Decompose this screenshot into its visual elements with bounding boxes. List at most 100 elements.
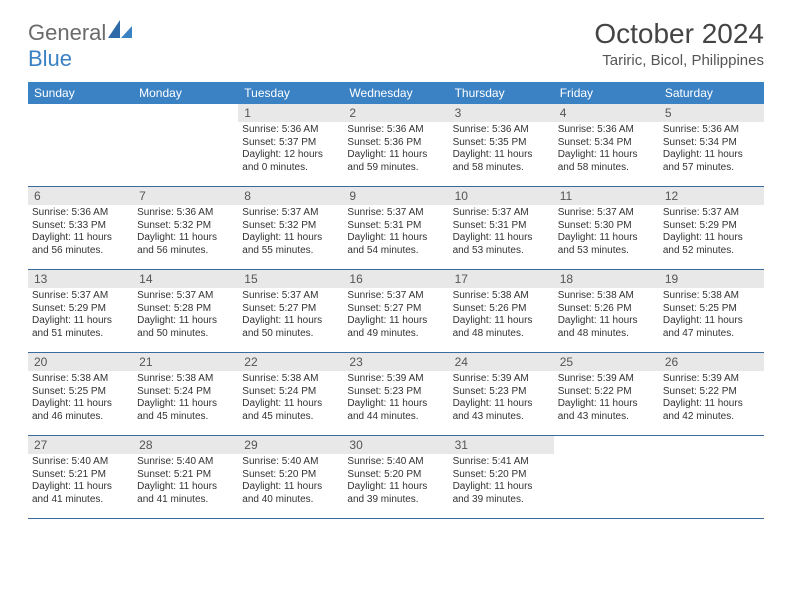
day-details: Sunrise: 5:37 AMSunset: 5:29 PMDaylight:… [28,288,133,344]
day-number: 18 [554,270,659,288]
day-cell: 21Sunrise: 5:38 AMSunset: 5:24 PMDayligh… [133,353,238,435]
sunset-text: Sunset: 5:22 PM [558,386,655,399]
sunrise-text: Sunrise: 5:37 AM [32,290,129,303]
logo-sail-icon [106,18,134,40]
day-header: Tuesday [238,82,343,104]
day-cell: 26Sunrise: 5:39 AMSunset: 5:22 PMDayligh… [659,353,764,435]
day-cell: 30Sunrise: 5:40 AMSunset: 5:20 PMDayligh… [343,436,448,518]
sunrise-text: Sunrise: 5:36 AM [32,207,129,220]
day-details: Sunrise: 5:36 AMSunset: 5:37 PMDaylight:… [238,122,343,178]
day-details: Sunrise: 5:41 AMSunset: 5:20 PMDaylight:… [449,454,554,510]
daylight-text: Daylight: 11 hours and 55 minutes. [242,232,339,257]
daylight-text: Daylight: 11 hours and 53 minutes. [558,232,655,257]
sunrise-text: Sunrise: 5:40 AM [347,456,444,469]
day-number: 23 [343,353,448,371]
day-number: 3 [449,104,554,122]
day-cell: .. [659,436,764,518]
day-cell: 17Sunrise: 5:38 AMSunset: 5:26 PMDayligh… [449,270,554,352]
daylight-text: Daylight: 11 hours and 41 minutes. [137,481,234,506]
sunrise-text: Sunrise: 5:41 AM [453,456,550,469]
daylight-text: Daylight: 11 hours and 50 minutes. [242,315,339,340]
sunrise-text: Sunrise: 5:36 AM [242,124,339,137]
sunset-text: Sunset: 5:26 PM [453,303,550,316]
day-number: 21 [133,353,238,371]
day-cell: 23Sunrise: 5:39 AMSunset: 5:23 PMDayligh… [343,353,448,435]
week-row: ....1Sunrise: 5:36 AMSunset: 5:37 PMDayl… [28,104,764,187]
day-details: Sunrise: 5:37 AMSunset: 5:30 PMDaylight:… [554,205,659,261]
sunrise-text: Sunrise: 5:37 AM [347,290,444,303]
sunrise-text: Sunrise: 5:38 AM [137,373,234,386]
day-cell: .. [133,104,238,186]
daylight-text: Daylight: 11 hours and 45 minutes. [242,398,339,423]
daylight-text: Daylight: 11 hours and 56 minutes. [32,232,129,257]
sunrise-text: Sunrise: 5:40 AM [32,456,129,469]
day-cell: 24Sunrise: 5:39 AMSunset: 5:23 PMDayligh… [449,353,554,435]
day-number: 1 [238,104,343,122]
sunrise-text: Sunrise: 5:37 AM [242,207,339,220]
sunrise-text: Sunrise: 5:38 AM [242,373,339,386]
sunrise-text: Sunrise: 5:37 AM [663,207,760,220]
sunset-text: Sunset: 5:27 PM [242,303,339,316]
sunset-text: Sunset: 5:26 PM [558,303,655,316]
day-details: Sunrise: 5:40 AMSunset: 5:21 PMDaylight:… [28,454,133,510]
day-cell: 6Sunrise: 5:36 AMSunset: 5:33 PMDaylight… [28,187,133,269]
day-details: Sunrise: 5:40 AMSunset: 5:20 PMDaylight:… [238,454,343,510]
day-cell: 5Sunrise: 5:36 AMSunset: 5:34 PMDaylight… [659,104,764,186]
day-cell: 1Sunrise: 5:36 AMSunset: 5:37 PMDaylight… [238,104,343,186]
sunrise-text: Sunrise: 5:37 AM [558,207,655,220]
daylight-text: Daylight: 12 hours and 0 minutes. [242,149,339,174]
day-cell: .. [28,104,133,186]
daylight-text: Daylight: 11 hours and 43 minutes. [558,398,655,423]
day-details: Sunrise: 5:38 AMSunset: 5:25 PMDaylight:… [28,371,133,427]
daylight-text: Daylight: 11 hours and 49 minutes. [347,315,444,340]
day-cell: 20Sunrise: 5:38 AMSunset: 5:25 PMDayligh… [28,353,133,435]
sunrise-text: Sunrise: 5:39 AM [453,373,550,386]
day-number: 2 [343,104,448,122]
day-header: Thursday [449,82,554,104]
sunset-text: Sunset: 5:23 PM [453,386,550,399]
day-details: Sunrise: 5:37 AMSunset: 5:31 PMDaylight:… [343,205,448,261]
day-number: 14 [133,270,238,288]
sunset-text: Sunset: 5:22 PM [663,386,760,399]
day-header: Friday [554,82,659,104]
sunset-text: Sunset: 5:24 PM [137,386,234,399]
day-details: Sunrise: 5:40 AMSunset: 5:20 PMDaylight:… [343,454,448,510]
day-cell: 10Sunrise: 5:37 AMSunset: 5:31 PMDayligh… [449,187,554,269]
day-details: Sunrise: 5:36 AMSunset: 5:34 PMDaylight:… [554,122,659,178]
sunrise-text: Sunrise: 5:36 AM [663,124,760,137]
day-number: 19 [659,270,764,288]
day-number: 15 [238,270,343,288]
day-cell: 13Sunrise: 5:37 AMSunset: 5:29 PMDayligh… [28,270,133,352]
day-details: Sunrise: 5:38 AMSunset: 5:25 PMDaylight:… [659,288,764,344]
sunrise-text: Sunrise: 5:36 AM [558,124,655,137]
daylight-text: Daylight: 11 hours and 51 minutes. [32,315,129,340]
sunset-text: Sunset: 5:20 PM [453,469,550,482]
day-number: 12 [659,187,764,205]
daylight-text: Daylight: 11 hours and 53 minutes. [453,232,550,257]
daylight-text: Daylight: 11 hours and 48 minutes. [453,315,550,340]
calendar: SundayMondayTuesdayWednesdayThursdayFrid… [28,82,764,519]
sunrise-text: Sunrise: 5:38 AM [663,290,760,303]
day-details: Sunrise: 5:36 AMSunset: 5:32 PMDaylight:… [133,205,238,261]
day-number: 7 [133,187,238,205]
daylight-text: Daylight: 11 hours and 40 minutes. [242,481,339,506]
daylight-text: Daylight: 11 hours and 47 minutes. [663,315,760,340]
day-details: Sunrise: 5:37 AMSunset: 5:29 PMDaylight:… [659,205,764,261]
daylight-text: Daylight: 11 hours and 50 minutes. [137,315,234,340]
daylight-text: Daylight: 11 hours and 58 minutes. [558,149,655,174]
daylight-text: Daylight: 11 hours and 48 minutes. [558,315,655,340]
daylight-text: Daylight: 11 hours and 52 minutes. [663,232,760,257]
day-header: Wednesday [343,82,448,104]
daylight-text: Daylight: 11 hours and 39 minutes. [453,481,550,506]
day-header: Saturday [659,82,764,104]
daylight-text: Daylight: 11 hours and 56 minutes. [137,232,234,257]
day-cell: 4Sunrise: 5:36 AMSunset: 5:34 PMDaylight… [554,104,659,186]
sunset-text: Sunset: 5:37 PM [242,137,339,150]
day-details: Sunrise: 5:40 AMSunset: 5:21 PMDaylight:… [133,454,238,510]
day-details: Sunrise: 5:38 AMSunset: 5:24 PMDaylight:… [133,371,238,427]
sunrise-text: Sunrise: 5:36 AM [347,124,444,137]
sunset-text: Sunset: 5:25 PM [663,303,760,316]
day-cell: 31Sunrise: 5:41 AMSunset: 5:20 PMDayligh… [449,436,554,518]
day-header: Sunday [28,82,133,104]
sunset-text: Sunset: 5:32 PM [242,220,339,233]
